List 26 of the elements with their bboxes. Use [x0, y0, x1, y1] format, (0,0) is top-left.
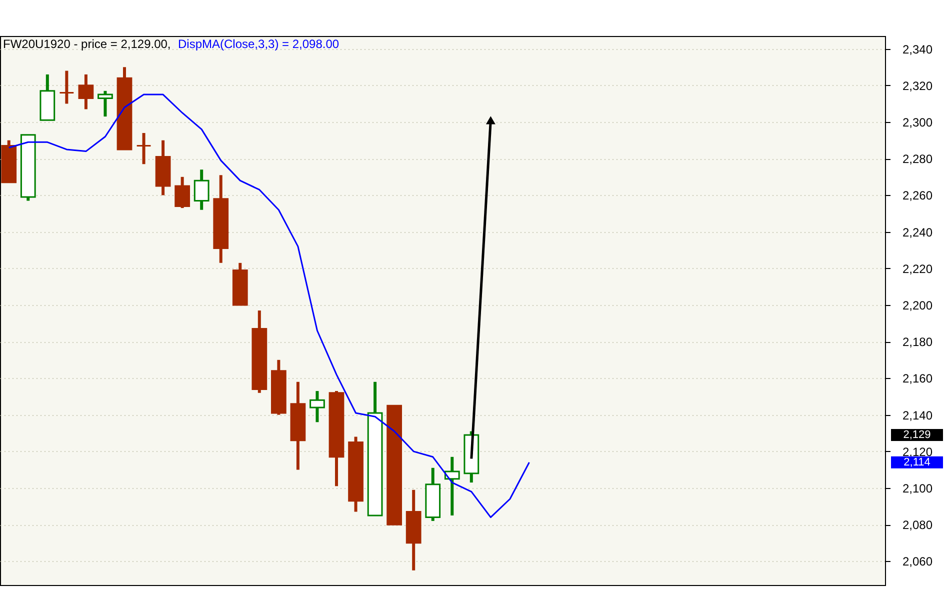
y-tick-label: 2,240 [902, 225, 933, 240]
y-tick-label: 2,160 [902, 372, 933, 386]
candlestick [194, 170, 210, 210]
text: 2,114 [904, 456, 930, 468]
y-tick-label: 2,200 [902, 298, 933, 313]
candlestick [310, 391, 325, 422]
candlestick [58, 70, 74, 104]
y-tick-label: 2,320 [902, 78, 933, 93]
y-tick-label: 2,060 [902, 554, 933, 569]
y-tick-label: 2,220 [902, 262, 933, 276]
y-tick-label: 2,140 [902, 408, 933, 422]
text: DispMA(Close,3,3) = 2,098.00 [178, 37, 340, 51]
candlestick [136, 132, 152, 164]
candlestick [174, 176, 190, 208]
y-tick-label: 2,260 [902, 188, 933, 203]
y-tick-label: 2,280 [902, 152, 933, 166]
candlestick [98, 90, 113, 117]
chart-title: FW20U1920 - price = 2,129.00, [3, 37, 171, 51]
y-tick-label: 2,300 [902, 116, 933, 130]
y-tick-label: 2,340 [902, 42, 933, 56]
y-tick-label: 2,080 [902, 518, 933, 532]
text: 2,129 [903, 428, 931, 441]
y-tick-label: 2,120 [902, 444, 933, 459]
y-tick-label: 2,100 [902, 482, 933, 496]
candlestick [78, 74, 94, 110]
y-tick-label: 2,180 [902, 335, 933, 350]
